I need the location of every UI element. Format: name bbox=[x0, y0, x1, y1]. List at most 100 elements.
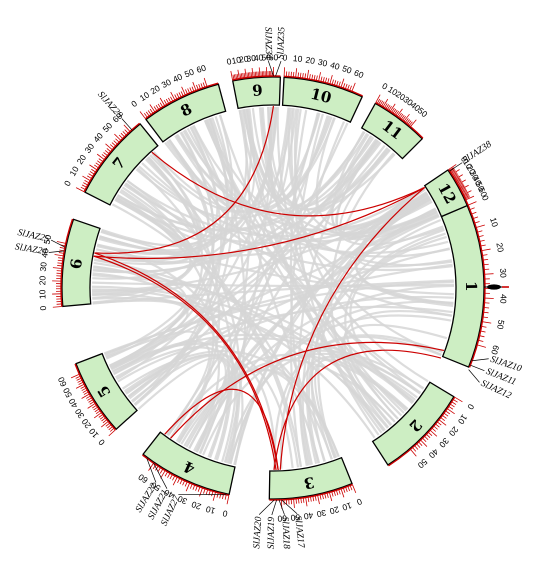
scale-tick bbox=[479, 335, 485, 338]
scale-tick bbox=[237, 69, 240, 79]
scale-tick bbox=[88, 399, 94, 403]
scale-tick bbox=[461, 187, 466, 191]
scale-tick bbox=[473, 216, 479, 219]
scale-tick bbox=[410, 119, 417, 127]
tick-label: 50 bbox=[183, 67, 196, 80]
scale-tick bbox=[94, 408, 100, 413]
scale-tick bbox=[240, 73, 243, 79]
scale-tick bbox=[391, 107, 395, 113]
scale-tick bbox=[239, 73, 242, 79]
scale-tick bbox=[244, 68, 247, 78]
scale-tick bbox=[426, 433, 431, 439]
tick-label: 20 bbox=[75, 153, 89, 167]
scale-tick bbox=[93, 412, 102, 419]
scale-tick bbox=[450, 403, 455, 408]
tick-label: 30 bbox=[38, 261, 49, 272]
link-SlJAZ10-SlJAZ21 bbox=[170, 341, 445, 439]
scale-tick bbox=[342, 487, 346, 493]
scale-tick bbox=[196, 84, 199, 90]
highlighted-jaz-links bbox=[93, 105, 445, 471]
scale-tick bbox=[230, 70, 233, 80]
tick-label: 50 bbox=[474, 180, 487, 193]
link-SlJAZ25-SlJAZ18 bbox=[94, 252, 279, 471]
scale-tick bbox=[297, 72, 299, 78]
scale-tick bbox=[293, 498, 295, 508]
chromosome-label: 9 bbox=[252, 81, 264, 100]
scale-tick bbox=[451, 170, 456, 174]
scale-tick bbox=[170, 91, 176, 101]
scale-tick bbox=[462, 190, 468, 194]
scale-tick bbox=[159, 468, 164, 474]
scale-tick bbox=[410, 449, 417, 457]
scale-tick bbox=[349, 85, 352, 91]
scale-tick bbox=[219, 493, 222, 499]
scale-tick bbox=[92, 404, 97, 409]
gene-pointer bbox=[50, 239, 66, 248]
scale-tick bbox=[458, 183, 464, 187]
scale-tick bbox=[428, 431, 433, 436]
scale-arc bbox=[467, 204, 486, 368]
scale-tick bbox=[481, 248, 491, 252]
scale-tick bbox=[170, 96, 174, 102]
tick-label: 0 bbox=[62, 179, 73, 188]
scale-tick bbox=[454, 174, 463, 180]
scale-tick bbox=[189, 87, 193, 93]
scale-tick bbox=[456, 179, 462, 183]
tick-label: 20 bbox=[238, 54, 249, 65]
synteny-link bbox=[104, 263, 453, 356]
scale-tick bbox=[82, 389, 88, 393]
scale-tick bbox=[86, 395, 91, 399]
scale-tick bbox=[412, 447, 417, 452]
tick-label: 0 bbox=[459, 154, 470, 164]
link-SlJAZ22-SlJAZ18 bbox=[164, 388, 279, 471]
scale-tick bbox=[181, 86, 186, 96]
scale-tick bbox=[211, 491, 214, 497]
scale-tick bbox=[243, 72, 246, 78]
gene-label-SlJAZ29: SlJAZ29 bbox=[95, 90, 124, 121]
scale-tick bbox=[159, 97, 166, 106]
synteny-link bbox=[267, 107, 291, 199]
scale-tick bbox=[97, 160, 102, 164]
scale-tick bbox=[91, 168, 96, 173]
scale-tick bbox=[87, 397, 92, 401]
chromosome-box bbox=[268, 456, 353, 500]
synteny-link bbox=[123, 295, 454, 393]
gene-pointer bbox=[268, 60, 274, 77]
scale-tick bbox=[463, 190, 472, 195]
scale-tick bbox=[463, 193, 469, 196]
scale-tick bbox=[480, 244, 486, 247]
scale-tick bbox=[88, 173, 94, 177]
scale-tick bbox=[435, 423, 440, 428]
scale-tick bbox=[83, 182, 88, 186]
scale-tick bbox=[476, 224, 485, 228]
gene-label-SlJAZ17: SlJAZ17 bbox=[292, 515, 305, 549]
scale-tick bbox=[157, 103, 162, 109]
chromosome-label: 10 bbox=[309, 85, 334, 108]
scale-tick bbox=[159, 102, 164, 108]
synteny-link bbox=[251, 108, 390, 211]
scale-bar-icon bbox=[484, 284, 509, 290]
scale-tick bbox=[75, 187, 85, 193]
synteny-link bbox=[92, 191, 428, 293]
scale-tick bbox=[331, 491, 334, 497]
synteny-link bbox=[305, 197, 431, 465]
scale-tick bbox=[258, 67, 261, 77]
scale-tick bbox=[89, 401, 95, 405]
scale-tick bbox=[98, 158, 104, 162]
scale-tick bbox=[54, 254, 64, 257]
tick-label: 60 bbox=[269, 52, 279, 62]
tick-label: 60 bbox=[353, 67, 366, 80]
scale-tick bbox=[250, 72, 252, 78]
scale-tick bbox=[235, 74, 237, 80]
synteny-link bbox=[355, 210, 444, 255]
tick-label: 50 bbox=[42, 234, 54, 246]
synteny-link bbox=[110, 149, 391, 371]
scale-tick bbox=[388, 106, 392, 111]
tick-label: 40 bbox=[427, 447, 441, 461]
synteny-link bbox=[136, 167, 241, 464]
tick-label: 20 bbox=[149, 83, 162, 97]
scale-arc bbox=[142, 454, 230, 497]
